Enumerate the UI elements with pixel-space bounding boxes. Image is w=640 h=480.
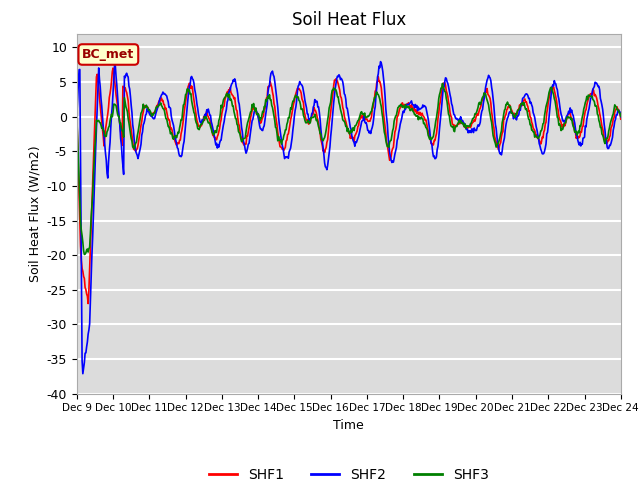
SHF3: [193, 121, 201, 127]
Text: BC_met: BC_met: [82, 48, 134, 61]
SHF1: [617, 116, 625, 122]
X-axis label: Time: Time: [333, 419, 364, 432]
SHF3: [73, 113, 81, 119]
Title: Soil Heat Flux: Soil Heat Flux: [292, 11, 406, 29]
SHF2: [216, 138, 224, 144]
SHF2: [73, 112, 81, 118]
SHF2: [193, 101, 201, 107]
SHF3: [394, 105, 402, 110]
SHF3: [438, 81, 446, 86]
SHF3: [449, 124, 456, 130]
Line: SHF3: SHF3: [77, 84, 621, 254]
SHF2: [449, 103, 456, 109]
SHF1: [342, 119, 349, 124]
Legend: SHF1, SHF2, SHF3: SHF1, SHF2, SHF3: [204, 462, 494, 480]
SHF2: [395, 130, 403, 135]
SHF3: [216, 111, 224, 117]
SHF1: [73, 111, 81, 117]
SHF1: [395, 110, 403, 116]
SHF3: [617, 113, 625, 119]
SHF1: [109, 65, 117, 71]
SHF1: [194, 120, 202, 126]
SHF2: [617, 114, 625, 120]
SHF1: [217, 117, 225, 122]
SHF3: [341, 120, 349, 126]
SHF2: [341, 92, 349, 98]
SHF2: [377, 59, 385, 64]
SHF3: [568, 120, 576, 126]
Line: SHF2: SHF2: [77, 61, 621, 374]
Line: SHF1: SHF1: [77, 68, 621, 303]
SHF1: [84, 300, 92, 306]
SHF1: [449, 121, 456, 127]
SHF2: [568, 111, 576, 117]
Y-axis label: Soil Heat Flux (W/m2): Soil Heat Flux (W/m2): [28, 145, 41, 282]
SHF1: [568, 116, 576, 122]
SHF2: [79, 371, 86, 377]
SHF3: [81, 252, 88, 257]
